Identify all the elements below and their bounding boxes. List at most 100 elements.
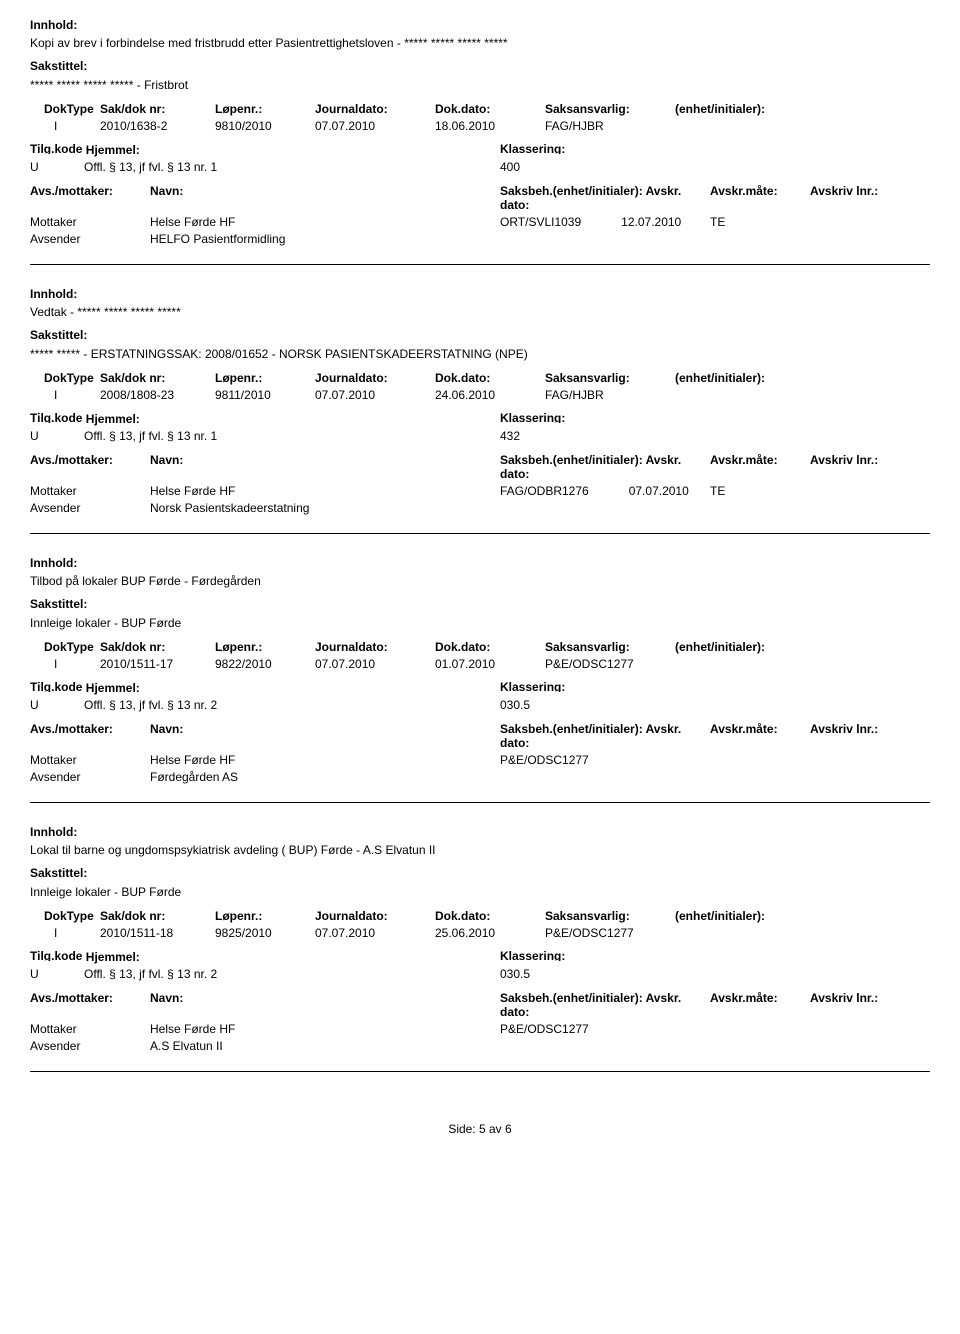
- col-saksbeh: Saksbeh.(enhet/initialer): Avskr. dato:: [500, 184, 710, 212]
- tilgkode-hjemmel-label: Tilg.kode Hjemmel:: [30, 681, 500, 695]
- party-name: Helse Førde HF: [150, 215, 500, 229]
- sakstittel-text: ***** ***** - ERSTATNINGSSAK: 2008/01652…: [30, 347, 930, 361]
- val-sakdok: 2010/1511-17: [100, 657, 215, 671]
- val-lopenr: 9825/2010: [215, 926, 315, 940]
- val-enhet: [675, 657, 825, 671]
- col-avskrivlnr: Avskriv lnr.:: [810, 184, 878, 212]
- col-lopenr: Løpenr.:: [215, 640, 315, 654]
- klassering-label: Klassering:: [500, 681, 565, 695]
- klassering-label: Klassering:: [500, 950, 565, 964]
- hjemmel-value: Offl. § 13, jf fvl. § 13 nr. 2: [84, 967, 500, 981]
- party-row: Avsender A.S Elvatun II: [30, 1039, 930, 1053]
- party-name: A.S Elvatun II: [150, 1039, 500, 1053]
- klassering-value: 400: [500, 160, 520, 174]
- val-journaldato: 07.07.2010: [315, 657, 435, 671]
- val-dokdato: 25.06.2010: [435, 926, 545, 940]
- party-role: Avsender: [30, 1039, 150, 1053]
- party-role: Avsender: [30, 501, 150, 515]
- meta-value-row: I 2010/1638-2 9810/2010 07.07.2010 18.06…: [30, 119, 930, 133]
- col-doktype: DokType: [30, 102, 100, 116]
- party-saksbeh: P&E/ODSC1277: [500, 1022, 710, 1036]
- col-avsmottaker: Avs./mottaker:: [30, 184, 150, 212]
- party-mate: [710, 501, 810, 515]
- klassering-value: 432: [500, 429, 520, 443]
- party-name: Helse Førde HF: [150, 753, 500, 767]
- val-enhet: [675, 119, 825, 133]
- tilgkode-value: U: [30, 160, 84, 174]
- party-role: Mottaker: [30, 1022, 150, 1036]
- col-avskrmate: Avskr.måte:: [710, 184, 810, 212]
- col-avsmottaker: Avs./mottaker:: [30, 991, 150, 1019]
- col-journaldato: Journaldato:: [315, 909, 435, 923]
- col-avskrmate: Avskr.måte:: [710, 453, 810, 481]
- party-saksbeh: [500, 501, 710, 515]
- party-role: Mottaker: [30, 484, 150, 498]
- hjemmel-value: Offl. § 13, jf fvl. § 13 nr. 1: [84, 429, 500, 443]
- col-avskrivlnr: Avskriv lnr.:: [810, 722, 878, 750]
- tilgkode-value: U: [30, 967, 84, 981]
- party-mate: TE: [710, 215, 810, 229]
- tilgkode-value: U: [30, 429, 84, 443]
- tilgkode-hjemmel-label: Tilg.kode Hjemmel:: [30, 412, 500, 426]
- record-separator: [30, 264, 930, 265]
- party-mate: [710, 770, 810, 784]
- col-navn: Navn:: [150, 991, 500, 1019]
- val-dokdato: 01.07.2010: [435, 657, 545, 671]
- col-avskrmate: Avskr.måte:: [710, 991, 810, 1019]
- party-mate: [710, 1039, 810, 1053]
- party-header-row: Avs./mottaker: Navn: Saksbeh.(enhet/init…: [30, 722, 930, 750]
- party-row: Mottaker Helse Førde HF ORT/SVLI1039 12.…: [30, 215, 930, 229]
- sakstittel-text: ***** ***** ***** ***** - Fristbrot: [30, 78, 930, 92]
- innhold-label: Innhold:: [30, 825, 930, 839]
- col-lopenr: Løpenr.:: [215, 909, 315, 923]
- meta-header-row: DokType Sak/dok nr: Løpenr.: Journaldato…: [30, 640, 930, 654]
- val-saksansvarlig: FAG/HJBR: [545, 119, 675, 133]
- col-sakdok: Sak/dok nr:: [100, 102, 215, 116]
- record-separator: [30, 1071, 930, 1072]
- journal-record: Innhold: Lokal til barne og ungdomspsyki…: [30, 825, 930, 1053]
- val-journaldato: 07.07.2010: [315, 926, 435, 940]
- col-enhet: (enhet/initialer):: [675, 102, 825, 116]
- sakstittel-label: Sakstittel:: [30, 598, 930, 612]
- party-header-row: Avs./mottaker: Navn: Saksbeh.(enhet/init…: [30, 991, 930, 1019]
- klassering-value: 030.5: [500, 698, 530, 712]
- col-dokdato: Dok.dato:: [435, 371, 545, 385]
- innhold-text: Kopi av brev i forbindelse med fristbrud…: [30, 36, 930, 50]
- sakstittel-text: Innleige lokaler - BUP Førde: [30, 616, 930, 630]
- val-saksansvarlig: FAG/HJBR: [545, 388, 675, 402]
- journal-record: Innhold: Vedtak - ***** ***** ***** ****…: [30, 287, 930, 515]
- party-saksbeh: [500, 232, 710, 246]
- val-sakdok: 2010/1511-18: [100, 926, 215, 940]
- party-role: Mottaker: [30, 753, 150, 767]
- val-saksansvarlig: P&E/ODSC1277: [545, 657, 675, 671]
- val-sakdok: 2008/1808-23: [100, 388, 215, 402]
- col-avsmottaker: Avs./mottaker:: [30, 722, 150, 750]
- party-row: Avsender HELFO Pasientformidling: [30, 232, 930, 246]
- page-footer: Side: 5 av 6: [30, 1122, 930, 1136]
- innhold-text: Vedtak - ***** ***** ***** *****: [30, 305, 930, 319]
- col-journaldato: Journaldato:: [315, 371, 435, 385]
- party-role: Avsender: [30, 770, 150, 784]
- val-enhet: [675, 388, 825, 402]
- col-saksansvarlig: Saksansvarlig:: [545, 371, 675, 385]
- col-doktype: DokType: [30, 371, 100, 385]
- party-name: Norsk Pasientskadeerstatning: [150, 501, 500, 515]
- party-role: Avsender: [30, 232, 150, 246]
- tilg-row: Tilg.kode Hjemmel: Klassering:: [30, 412, 930, 426]
- col-navn: Navn:: [150, 184, 500, 212]
- col-avskrivlnr: Avskriv lnr.:: [810, 453, 878, 481]
- col-saksbeh: Saksbeh.(enhet/initialer): Avskr. dato:: [500, 453, 710, 481]
- meta-header-row: DokType Sak/dok nr: Løpenr.: Journaldato…: [30, 909, 930, 923]
- col-navn: Navn:: [150, 453, 500, 481]
- col-journaldato: Journaldato:: [315, 102, 435, 116]
- meta-header-row: DokType Sak/dok nr: Løpenr.: Journaldato…: [30, 102, 930, 116]
- col-sakdok: Sak/dok nr:: [100, 909, 215, 923]
- col-sakdok: Sak/dok nr:: [100, 371, 215, 385]
- party-saksbeh: [500, 1039, 710, 1053]
- col-enhet: (enhet/initialer):: [675, 371, 825, 385]
- val-enhet: [675, 926, 825, 940]
- val-dokdato: 24.06.2010: [435, 388, 545, 402]
- sakstittel-label: Sakstittel:: [30, 329, 930, 343]
- party-row: Mottaker Helse Førde HF FAG/ODBR1276 07.…: [30, 484, 930, 498]
- party-mate: TE: [710, 484, 810, 498]
